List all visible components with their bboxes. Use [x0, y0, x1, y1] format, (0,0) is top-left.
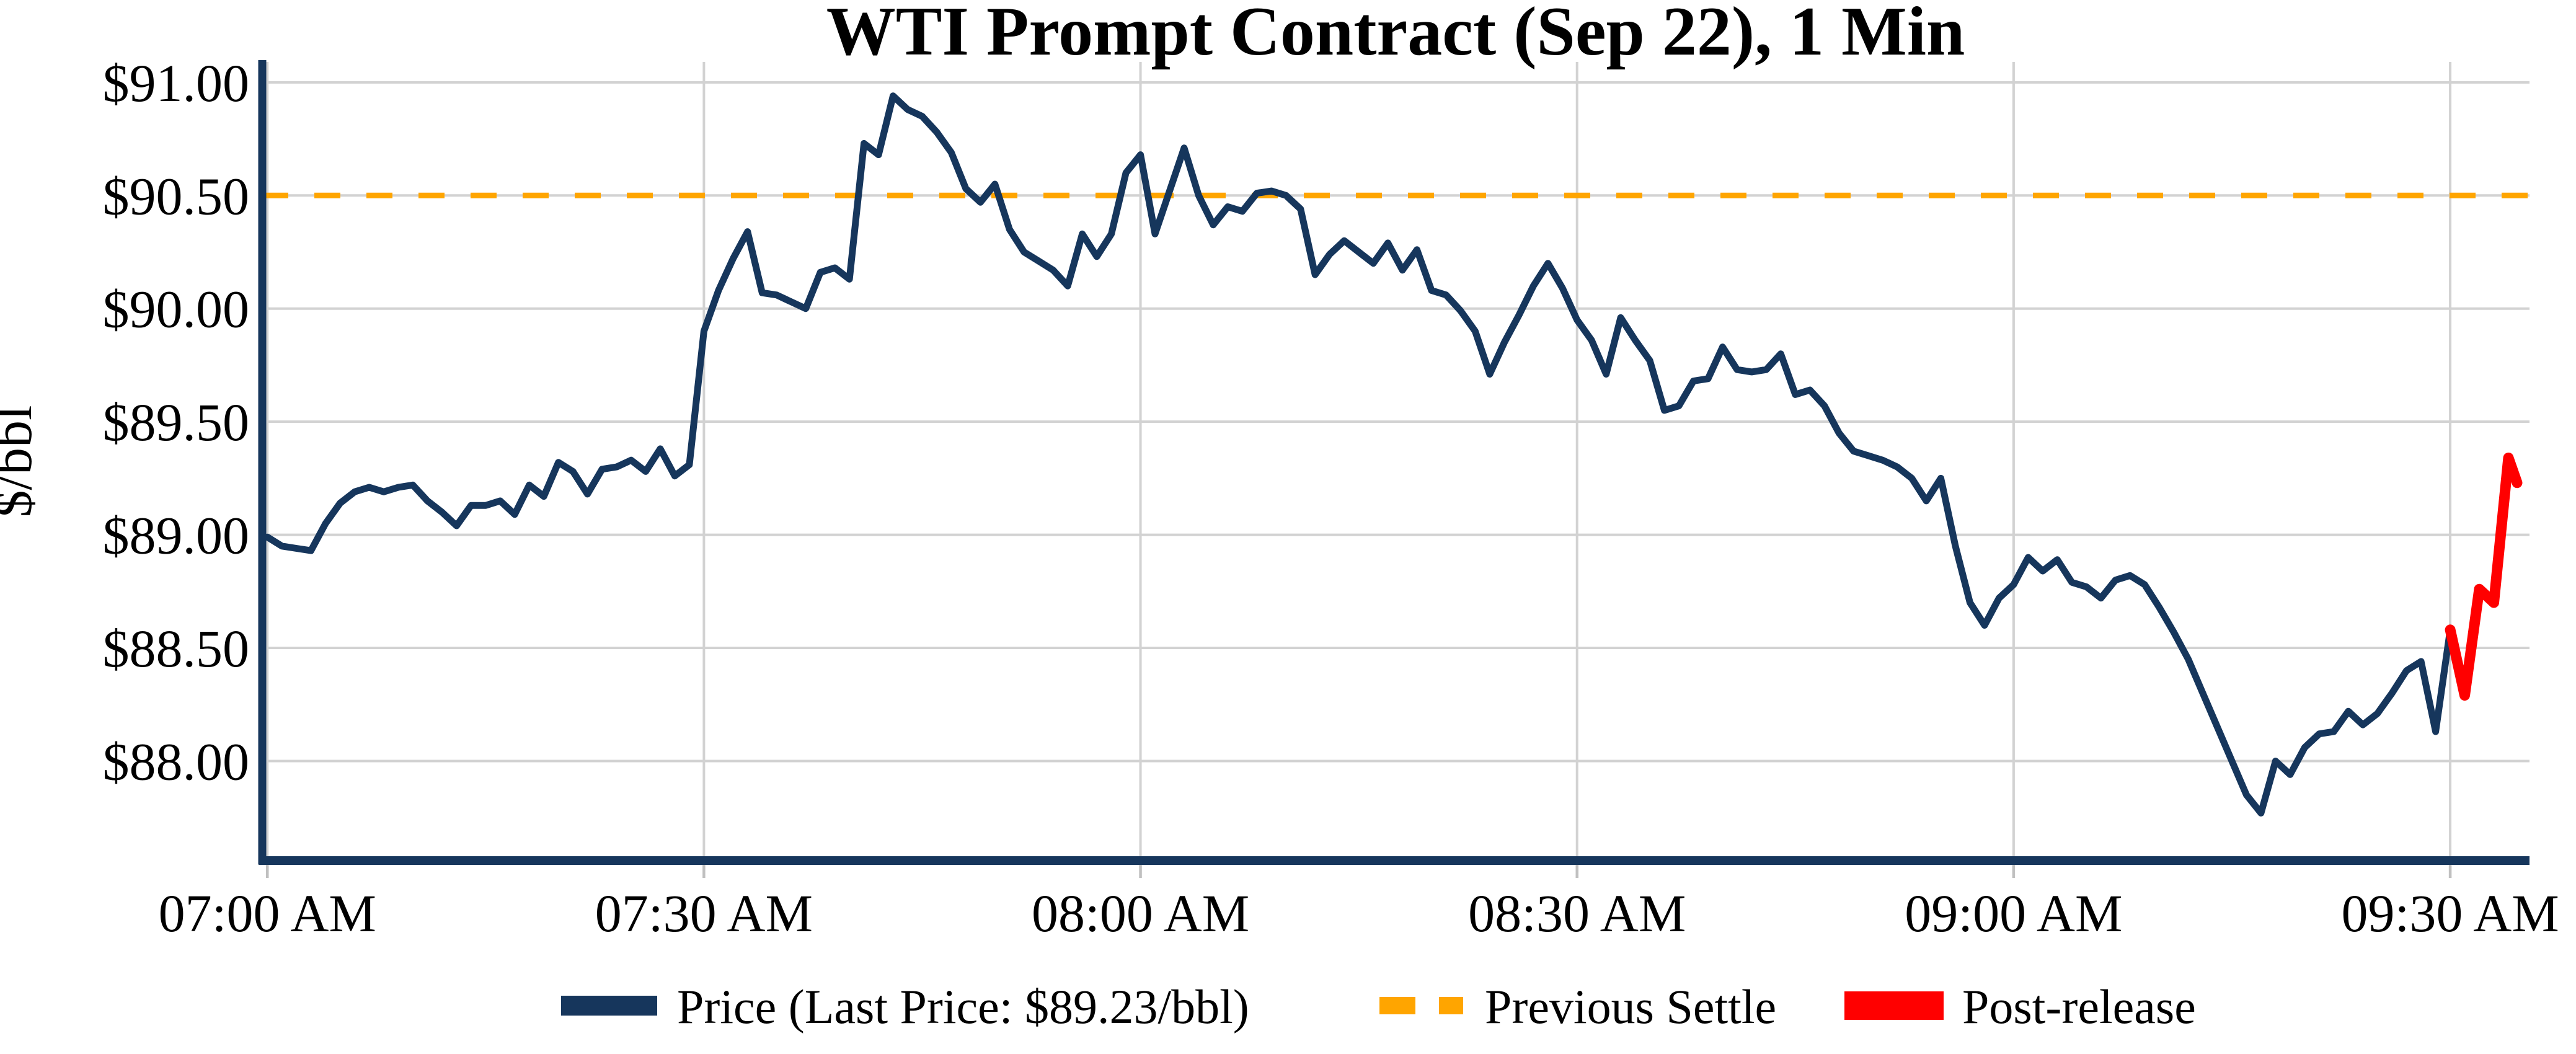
y-tick-label: $89.00	[103, 506, 250, 565]
legend: Price (Last Price: $89.23/bbl) Previous S…	[561, 980, 2196, 1034]
axes-spines	[258, 60, 2530, 865]
y-axis-tick-labels: $91.00 $90.50 $90.00 $89.50 $89.00 $88.50 $88.…	[103, 53, 250, 792]
y-axis-label: $/bbl	[0, 405, 43, 518]
x-tick-label: 09:00 AM	[1905, 884, 2122, 943]
legend-price-label: Price (Last Price: $89.23/bbl)	[677, 980, 1249, 1034]
y-tick-label: $91.00	[103, 53, 250, 113]
y-tick-label: $90.50	[103, 166, 250, 226]
chart-title: WTI Prompt Contract (Sep 22), 1 Min	[826, 0, 1965, 70]
y-tick-label: $90.00	[103, 280, 250, 339]
x-axis-tick-labels: 07:00 AM 07:30 AM 08:00 AM 08:30 AM 09:00 AM…	[159, 884, 2559, 943]
x-tick-label: 09:30 AM	[2341, 884, 2559, 943]
post-release-line	[2445, 453, 2523, 701]
x-tick-label: 07:00 AM	[159, 884, 376, 943]
legend-post-release-label: Post-release	[1962, 980, 2196, 1034]
x-tick-label: 08:00 AM	[1032, 884, 1249, 943]
price-series-lines	[263, 92, 2523, 817]
price-line	[263, 92, 2454, 817]
y-tick-label: $88.50	[103, 619, 250, 678]
y-tick-label: $89.50	[103, 392, 250, 452]
x-tick-label: 08:30 AM	[1468, 884, 1686, 943]
x-tick-label: 07:30 AM	[595, 884, 813, 943]
y-tick-label: $88.00	[103, 732, 250, 791]
legend-previous-settle-label: Previous Settle	[1485, 980, 1776, 1034]
